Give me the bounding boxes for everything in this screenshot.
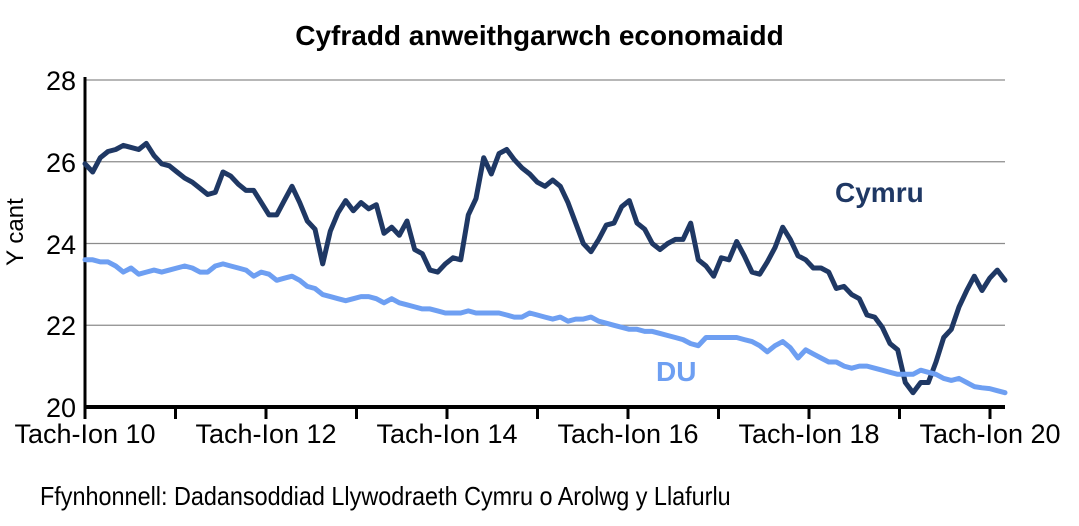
x-tick-label-2: Tach-Ion 12 bbox=[195, 419, 337, 449]
y-tick-label-26: 26 bbox=[45, 147, 76, 178]
chart-title: Cyfradd anweithgarwch economaidd bbox=[295, 20, 784, 51]
series-label-du: DU bbox=[656, 356, 697, 387]
y-tick-label-22: 22 bbox=[45, 311, 76, 342]
series-line-cymru bbox=[82, 140, 1008, 396]
y-tick-label-20: 20 bbox=[45, 393, 76, 423]
x-tick-label-6: Tach-Ion 20 bbox=[919, 419, 1061, 449]
x-tick-label-3: Tach-Ion 14 bbox=[376, 419, 518, 449]
x-tick-label-1: Tach-Ion 10 bbox=[14, 419, 156, 449]
x-tick-label-5: Tach-Ion 18 bbox=[738, 419, 880, 449]
x-tick-label-4: Tach-Ion 16 bbox=[557, 419, 699, 449]
y-axis-title: Y cant bbox=[2, 198, 29, 266]
source-note: Ffynhonnell: Dadansoddiad Llywodraeth Cy… bbox=[40, 481, 731, 511]
y-tick-label-28: 28 bbox=[45, 66, 76, 96]
y-tick-label-24: 24 bbox=[45, 229, 76, 260]
series-label-cymru: Cymru bbox=[835, 177, 924, 208]
series-line-du bbox=[82, 257, 1008, 396]
